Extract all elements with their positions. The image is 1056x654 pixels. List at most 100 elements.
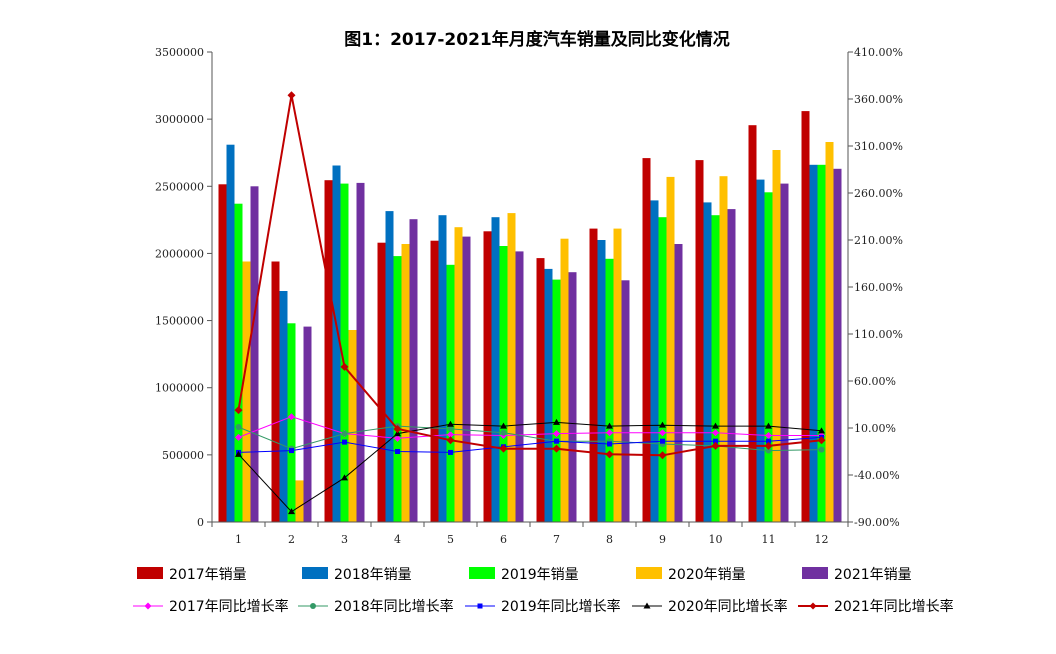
x-tick-label: 11 (762, 533, 776, 546)
legend-label: 2017年同比增长率 (169, 598, 289, 615)
legend-swatch (802, 567, 828, 579)
legend-label: 2021年销量 (834, 567, 912, 583)
line-point (818, 427, 825, 434)
line-point (764, 441, 773, 450)
x-tick-label: 8 (606, 533, 613, 546)
bar (295, 480, 304, 522)
legend-label: 2019年销量 (501, 567, 579, 583)
y-right-tick-label: -90.00% (854, 516, 900, 529)
line-point (606, 422, 613, 429)
line-point (659, 421, 666, 428)
bar (560, 238, 569, 522)
line-point (712, 429, 719, 437)
bar (324, 180, 333, 522)
y-right-tick-label: 110.00% (854, 328, 903, 341)
line-series-group (234, 91, 826, 515)
bar (833, 168, 842, 523)
bar (642, 158, 651, 522)
y-right-tick-label: 410.00% (854, 46, 903, 59)
bar (507, 213, 516, 522)
line-point (500, 422, 507, 429)
line-point (660, 438, 665, 444)
legend-label: 2018年销量 (334, 567, 412, 583)
bar (589, 228, 598, 522)
line-point (712, 422, 719, 429)
bar (234, 203, 243, 522)
x-tick-label: 10 (709, 533, 723, 546)
bar (536, 258, 545, 522)
legend-label: 2020年同比增长率 (668, 598, 788, 615)
bar (356, 182, 365, 522)
x-tick-label: 7 (553, 533, 560, 546)
legend: 2017年销量 2018年销量 2019年销量 2020年销量 2021年销量 2017年… (133, 567, 954, 615)
y-left-tick-label: 0 (197, 516, 204, 529)
bar (756, 179, 765, 522)
line-point (500, 429, 507, 436)
bar (711, 215, 720, 522)
bar (568, 272, 577, 522)
line-point (499, 444, 508, 453)
bar (454, 227, 463, 522)
bar (613, 228, 622, 522)
line-point (448, 449, 453, 455)
bar (438, 215, 447, 522)
line-point (340, 362, 349, 371)
bar-series-group (218, 111, 842, 523)
line-point (643, 602, 651, 609)
bar (703, 202, 712, 522)
x-tick-label: 4 (394, 533, 401, 546)
line-point (446, 436, 455, 445)
line-point (235, 424, 242, 431)
line-point (553, 418, 560, 425)
bar (409, 219, 418, 522)
line-point (605, 450, 614, 459)
line-point (395, 449, 400, 454)
bar (772, 150, 781, 522)
line-point (394, 430, 401, 437)
bar (385, 211, 394, 522)
series-line (238, 416, 822, 439)
bar (817, 164, 826, 523)
line-point (606, 429, 613, 437)
line-point (477, 603, 483, 609)
legend-label: 2017年销量 (169, 567, 247, 583)
bar (499, 246, 508, 522)
line-point (393, 424, 402, 433)
legend-label: 2021年同比增长率 (834, 598, 954, 615)
x-tick-label: 1 (235, 533, 242, 546)
line-point (809, 602, 817, 610)
line-point (447, 425, 454, 432)
line-point (607, 441, 612, 447)
bar (695, 160, 704, 522)
bar (348, 330, 357, 522)
line-point (288, 413, 295, 421)
legend-label: 2020年销量 (668, 567, 746, 583)
line-point (447, 420, 454, 427)
y-right-tick-label: 210.00% (854, 234, 903, 247)
bar (825, 142, 834, 522)
bar (462, 236, 471, 522)
bar (764, 192, 773, 523)
x-tick-label: 2 (288, 533, 295, 546)
bar (250, 186, 259, 523)
bar (780, 183, 789, 522)
y-left-tick-label: 1000000 (155, 382, 204, 395)
bar (674, 244, 683, 522)
line-point (287, 91, 296, 100)
line-point (447, 431, 454, 439)
line-point (394, 434, 401, 442)
x-tick-label: 9 (659, 533, 666, 546)
bar (226, 144, 235, 522)
line-point (341, 430, 348, 437)
bar (666, 176, 675, 522)
bar (401, 244, 410, 522)
y-right-tick-label: -40.00% (854, 469, 900, 482)
bar (552, 279, 561, 522)
line-point (234, 406, 243, 415)
y-left-tick-label: 3000000 (155, 113, 204, 126)
bar (393, 256, 402, 522)
bar (515, 251, 524, 522)
line-point (554, 438, 559, 444)
y-right-tick-label: 160.00% (854, 281, 903, 294)
